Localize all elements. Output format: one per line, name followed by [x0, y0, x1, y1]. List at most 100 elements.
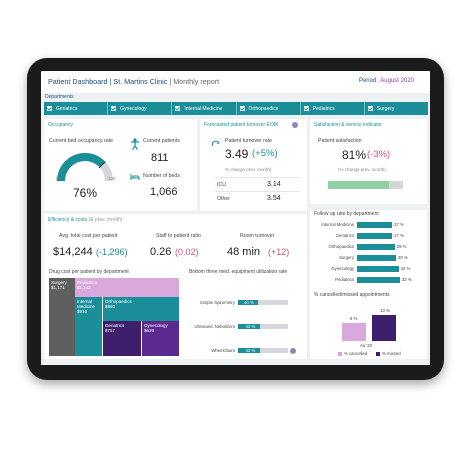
bar[interactable]: [357, 255, 396, 261]
info-icon[interactable]: [292, 122, 298, 128]
bed-occupancy-label: Current bed occupancy rate: [49, 138, 114, 144]
legend-label: % missed: [382, 351, 401, 356]
satisfaction-label: Patient satisfaction: [318, 138, 362, 144]
treemap-cell-internal-medicine[interactable]: Internal Medicine $916: [75, 297, 103, 356]
treemap-cell-value: $1,171: [51, 285, 65, 291]
satisfaction-bar-track: [328, 181, 403, 189]
dept-filter-gynecology[interactable]: Gynecology: [108, 102, 173, 115]
bar-label: Geriatrics: [335, 233, 354, 238]
checkbox-icon[interactable]: [239, 106, 245, 111]
bar-value-label: 33 %: [401, 277, 412, 282]
bar-value-label: 27 %: [394, 233, 404, 238]
checkbox-icon[interactable]: [175, 106, 181, 111]
dept-filter-orthopaedics[interactable]: Orthopaedics: [237, 102, 301, 115]
checkbox-icon[interactable]: [47, 106, 52, 111]
drug-cost-treemap: Surgery $1,171 Pediatrics $1,142 Internal …: [49, 278, 179, 356]
bar-value-label: 40 %: [244, 299, 254, 305]
turnover-change-note: % change prev. month): [225, 167, 272, 172]
treemap-cell-name: Gynecology: [144, 323, 168, 328]
gauge-min: 0: [56, 176, 59, 181]
followup-title: Follow up rate by department: [314, 211, 379, 217]
satisfaction-value: 81%: [342, 148, 367, 162]
bar-label: Simple Spirometry: [199, 299, 235, 305]
checkbox-icon[interactable]: [303, 106, 309, 111]
refresh-icon: [211, 140, 220, 147]
beds-label: Number of beds: [143, 173, 180, 179]
bar-value-label: 27 %: [394, 222, 404, 227]
efficiency-title-text: Efficiency & costs: [48, 217, 88, 223]
bar[interactable]: [357, 222, 393, 228]
period-label: Period: [358, 78, 377, 84]
column-category-label: Au '20: [360, 343, 373, 348]
treemap-cell-gynecology[interactable]: Gynecology $639: [142, 321, 179, 356]
bar[interactable]: [238, 348, 260, 353]
bar-value-label: 30 %: [398, 255, 408, 260]
bar[interactable]: [357, 233, 393, 239]
treemap-cell-name: Surgery: [51, 280, 67, 285]
bar-label: Ultrasonic Nebulizers: [194, 323, 235, 329]
bed-icon: [130, 174, 140, 180]
column-bar[interactable]: [372, 315, 396, 341]
drug-cost-title: Drug cost per patient by department: [49, 269, 129, 275]
current-patients-label: Current patients: [143, 138, 180, 144]
bar[interactable]: [238, 300, 258, 305]
treemap-cell-pediatrics[interactable]: Pediatrics $1,142: [75, 278, 179, 297]
turnover-panel: Forecasted patient turnover EOM Patient …: [200, 119, 307, 211]
bar-track: [238, 348, 288, 353]
dept-filter-label: Surgery: [376, 105, 395, 112]
treemap-cell-name: Orthopaedics: [105, 299, 132, 304]
period-value[interactable]: August 2020: [380, 78, 414, 84]
gauge-needle: [98, 161, 106, 169]
info-icon[interactable]: [290, 348, 296, 354]
page-title-main: Patient Dashboard | St. Martins Clinic: [48, 77, 168, 86]
dashboard-header: Patient Dashboard | St. Martins Clinic |…: [41, 71, 430, 93]
equipment-title: Bottom three med. equipment utilization …: [189, 269, 288, 275]
satisfaction-panel: Satisfaction & service indicator Patient…: [310, 119, 427, 359]
bar-label: Internal Medicine: [321, 222, 354, 227]
turnover-row-label: Other: [217, 196, 230, 202]
divider: [310, 204, 427, 210]
gauge-value: 76%: [73, 186, 98, 200]
dept-filter-pediatrics[interactable]: Pediatrics: [301, 102, 365, 115]
dept-filter-geriatrics[interactable]: Geriatrics: [44, 102, 109, 115]
staff-ratio-label: Staff to patient ratio: [156, 233, 201, 239]
departments-filter: Geriatrics Gynecology Internal Medicine …: [44, 102, 428, 115]
satisfaction-title: Satisfaction & service indicator: [314, 122, 383, 128]
column-value-label: 13 %: [380, 308, 390, 313]
bar-value-label: 29 %: [396, 244, 407, 249]
bar[interactable]: [357, 266, 399, 272]
turnover-rate-value: 3.49: [225, 147, 249, 161]
treemap-cell-surgery[interactable]: Surgery $1,171: [49, 278, 75, 356]
legend-swatch: [376, 352, 380, 356]
dept-filter-label: Geriatrics: [56, 105, 78, 112]
occupancy-title: Occupancy: [48, 122, 74, 128]
satisfaction-change-note: (% change prev. month): [338, 167, 386, 172]
column-bar[interactable]: [342, 323, 366, 341]
checkbox-icon[interactable]: [111, 106, 117, 111]
room-turnover-label: Room turnover: [240, 233, 275, 239]
turnover-title: Forecasted patient turnover EOM: [204, 122, 278, 128]
bar-label: Surgery: [338, 255, 354, 260]
bar-value-label: 32 %: [400, 266, 411, 271]
treemap-cell-name: Pediatrics: [77, 280, 97, 285]
bar[interactable]: [357, 244, 395, 250]
period-selector[interactable]: Period August 2020: [359, 78, 414, 84]
page-title: Patient Dashboard | St. Martins Clinic |…: [48, 77, 219, 86]
bar-value-label: 43 %: [245, 347, 256, 353]
occupancy-panel: Occupancy Current bed occupancy rate 0 1…: [44, 119, 197, 211]
checkbox-icon[interactable]: [367, 106, 373, 111]
treemap-cell-geriatrics[interactable]: Geriatrics $757: [103, 321, 142, 356]
equipment-chart: Simple Spirometry 40 % Ultrasonic Nebulize…: [184, 276, 306, 356]
cancel-chart: 9 % 13 % Au '20 % cancelled % missed: [310, 301, 427, 359]
bar[interactable]: [357, 277, 400, 283]
dept-filter-internal-medicine[interactable]: Internal Medicine: [172, 102, 237, 115]
bar-track: [238, 300, 288, 305]
dept-filter-surgery[interactable]: Surgery: [365, 102, 428, 115]
gauge-max: 100: [108, 176, 116, 181]
bar-label: Gynecology: [331, 266, 354, 271]
turnover-row-label: ICU: [217, 182, 226, 188]
treemap-cell-orthopaedics[interactable]: Orthopaedics $860: [103, 297, 179, 321]
bar[interactable]: [238, 324, 260, 329]
efficiency-panel: Efficiency & costs (& prev. month) Avg. …: [44, 214, 307, 359]
departments-label: Departments: [45, 94, 74, 100]
